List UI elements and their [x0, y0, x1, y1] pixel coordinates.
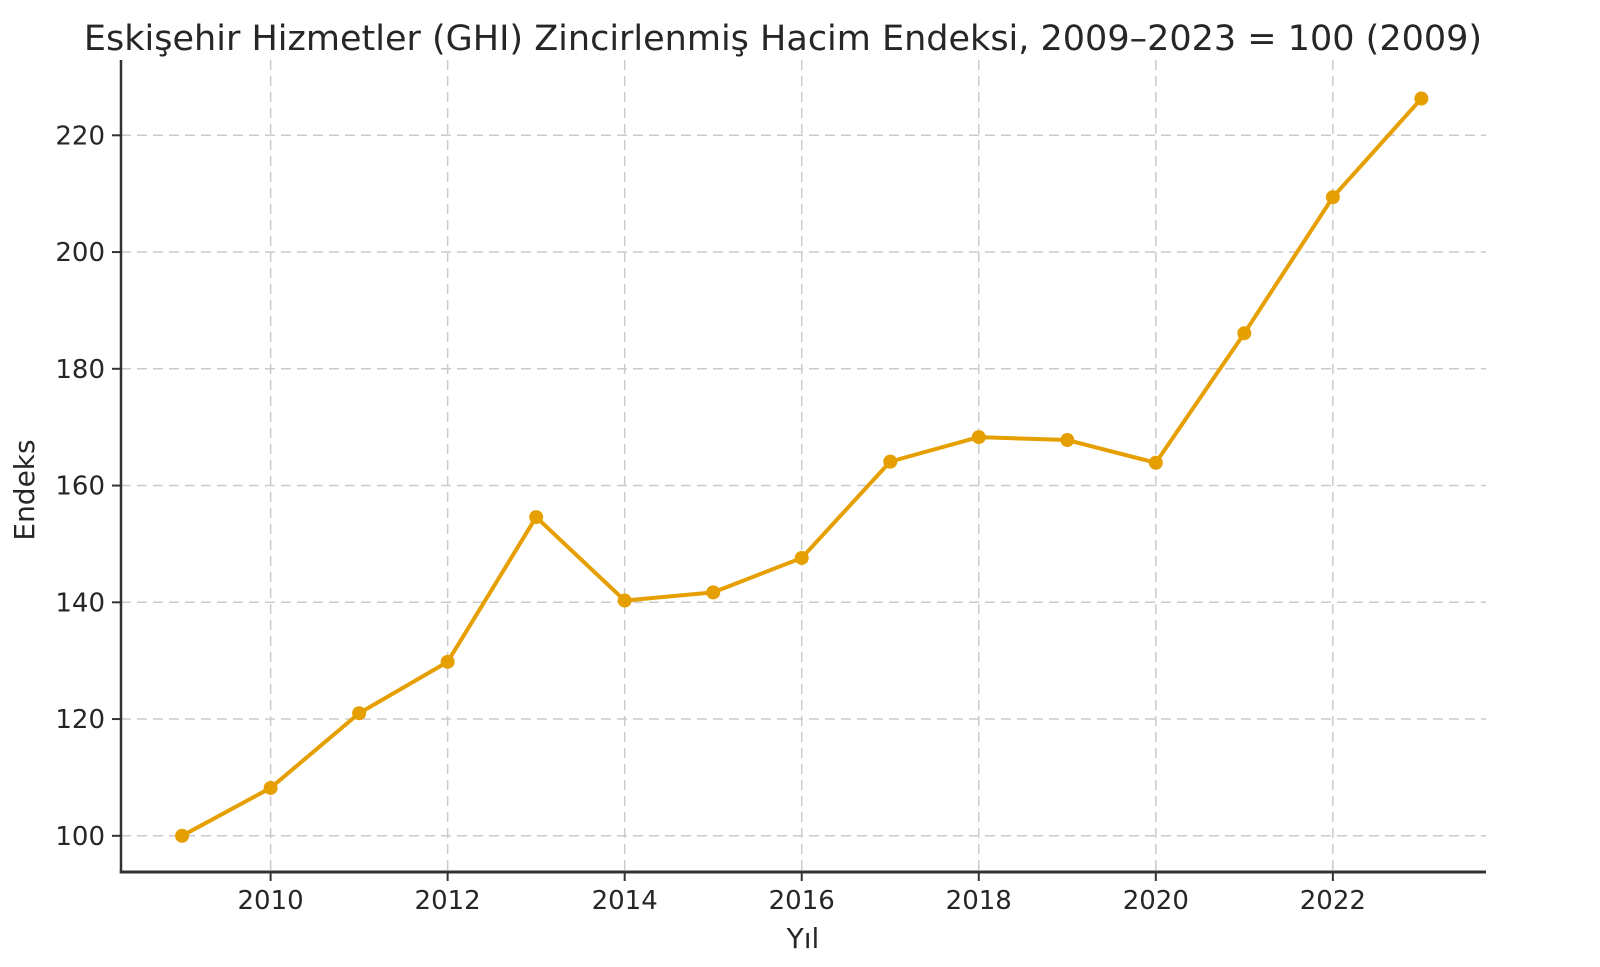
x-tick-label: 2018 — [946, 886, 1012, 916]
y-axis-label: Endeks — [8, 439, 41, 540]
gridlines — [121, 60, 1486, 872]
data-point — [1060, 433, 1075, 448]
data-point — [263, 780, 278, 795]
x-tick-label: 2010 — [238, 886, 304, 916]
data-point — [794, 550, 809, 565]
y-tick-label: 100 — [55, 822, 105, 852]
chart-title: Eskişehir Hizmetler (GHI) Zincirlenmiş H… — [84, 19, 1482, 59]
x-axis-label: Yıl — [786, 922, 820, 955]
data-point — [175, 828, 190, 843]
x-tick-labels: 2010 2012 2014 2016 2018 2020 2022 — [238, 886, 1366, 916]
y-tick-label: 220 — [55, 121, 105, 151]
y-tick-label: 120 — [55, 705, 105, 735]
data-point — [971, 430, 986, 445]
x-tick-label: 2022 — [1300, 886, 1366, 916]
y-tick-label: 200 — [55, 238, 105, 268]
y-tick-label: 180 — [55, 355, 105, 385]
x-tick-label: 2014 — [592, 886, 658, 916]
data-point — [1148, 455, 1163, 470]
axis-ticks — [112, 134, 1334, 881]
x-tick-label: 2012 — [415, 886, 481, 916]
y-tick-label: 140 — [55, 588, 105, 618]
x-tick-label: 2020 — [1123, 886, 1189, 916]
data-point — [1325, 190, 1340, 205]
data-point — [352, 706, 367, 721]
data-series — [175, 91, 1429, 843]
data-point — [617, 593, 632, 608]
data-point — [706, 585, 721, 600]
y-tick-labels: 100 120 140 160 180 200 220 — [55, 121, 105, 852]
data-point — [440, 654, 455, 669]
axes-spines — [119, 60, 1486, 874]
data-point — [529, 510, 544, 525]
data-point — [1237, 326, 1252, 341]
data-point — [1414, 91, 1429, 106]
y-tick-label: 160 — [55, 472, 105, 502]
data-point — [883, 454, 898, 469]
x-tick-label: 2016 — [769, 886, 835, 916]
